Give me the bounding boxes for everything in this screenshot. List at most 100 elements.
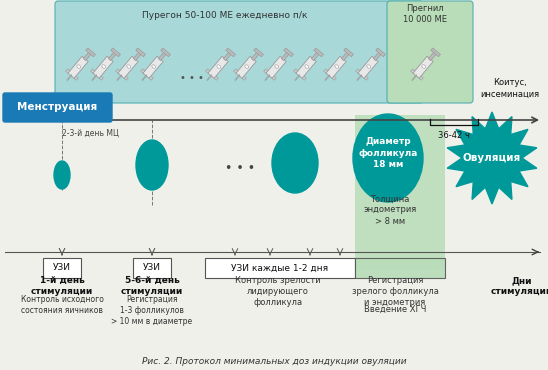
Bar	[284, 48, 293, 57]
Bar	[295, 75, 300, 81]
Bar	[376, 48, 385, 57]
Bar	[281, 52, 289, 61]
Bar	[266, 56, 286, 78]
Bar	[224, 52, 231, 61]
Text: Контроль исходного
состояния яичников: Контроль исходного состояния яичников	[21, 295, 104, 315]
Bar	[431, 48, 441, 57]
Ellipse shape	[422, 65, 426, 68]
Ellipse shape	[305, 65, 309, 68]
Bar	[99, 76, 103, 80]
Bar	[235, 75, 240, 81]
Bar	[324, 69, 328, 73]
Bar	[133, 52, 141, 61]
Ellipse shape	[272, 133, 318, 193]
Bar	[109, 52, 116, 61]
Bar	[314, 48, 323, 57]
Bar	[341, 52, 350, 61]
Bar	[133, 258, 171, 278]
Bar	[66, 69, 70, 73]
Text: 2-3-й день МЦ: 2-3-й день МЦ	[62, 129, 119, 138]
Bar	[355, 115, 445, 270]
Text: • • •: • • •	[225, 161, 255, 175]
Bar	[111, 48, 121, 57]
Text: УЗИ: УЗИ	[143, 263, 161, 272]
Text: 1-й день
стимуляции: 1-й день стимуляции	[31, 276, 93, 296]
Bar	[74, 76, 78, 80]
Polygon shape	[447, 112, 537, 204]
Ellipse shape	[335, 65, 339, 68]
Bar	[302, 76, 306, 80]
Bar	[149, 76, 153, 80]
Text: Регистрация
1-3 фолликулов
> 10 мм в диаметре: Регистрация 1-3 фолликулов > 10 мм в диа…	[111, 295, 192, 326]
Bar	[233, 69, 238, 73]
Bar	[364, 76, 368, 80]
Ellipse shape	[367, 65, 370, 68]
Bar	[124, 76, 128, 80]
Bar	[141, 69, 145, 73]
Bar	[358, 56, 378, 78]
Ellipse shape	[353, 114, 423, 202]
Bar	[93, 56, 113, 78]
Bar	[357, 75, 362, 81]
Bar	[344, 48, 353, 57]
Ellipse shape	[275, 65, 278, 68]
Bar	[90, 69, 95, 73]
Text: Толщина
эндометрия
> 8 мм: Толщина эндометрия > 8 мм	[363, 194, 416, 226]
FancyBboxPatch shape	[3, 93, 112, 122]
Bar	[265, 75, 270, 81]
Text: 5-6-й день
стимуляции: 5-6-й день стимуляции	[121, 276, 183, 296]
Bar	[67, 75, 72, 81]
Text: Пурегон 50-100 МЕ ежедневно п/к: Пурегон 50-100 МЕ ежедневно п/к	[142, 11, 307, 20]
Ellipse shape	[102, 65, 106, 68]
Bar	[254, 48, 264, 57]
Bar	[356, 69, 360, 73]
Text: УЗИ каждые 1-2 дня: УЗИ каждые 1-2 дня	[231, 263, 329, 272]
Bar	[412, 75, 417, 81]
Bar	[236, 56, 256, 78]
Bar	[92, 75, 97, 81]
Text: • • •: • • •	[180, 73, 204, 83]
Bar	[142, 75, 147, 81]
Bar	[161, 48, 170, 57]
Bar	[118, 56, 138, 78]
Text: Диаметр
фолликула
18 мм: Диаметр фолликула 18 мм	[358, 137, 418, 169]
Ellipse shape	[245, 65, 249, 68]
Text: Прегнил
10 000 МЕ: Прегнил 10 000 МЕ	[403, 4, 447, 24]
Bar	[272, 76, 276, 80]
FancyBboxPatch shape	[55, 1, 423, 103]
Bar	[296, 56, 316, 78]
Bar	[68, 56, 88, 78]
Bar	[117, 75, 122, 81]
Bar	[116, 69, 120, 73]
Text: УЗИ: УЗИ	[53, 263, 71, 272]
Bar	[43, 258, 81, 278]
Bar	[86, 48, 95, 57]
Text: Менструация: Менструация	[17, 102, 97, 112]
Text: Дни
стимуляции: Дни стимуляции	[491, 276, 548, 296]
Bar	[355, 258, 445, 278]
Ellipse shape	[136, 140, 168, 190]
Bar	[373, 52, 381, 61]
Text: Контроль зрелости
лидирующего
фолликула: Контроль зрелости лидирующего фолликула	[235, 276, 321, 307]
Bar	[419, 76, 423, 80]
Bar	[83, 52, 92, 61]
Bar	[207, 75, 212, 81]
Text: 36-42 ч: 36-42 ч	[438, 131, 470, 141]
Bar	[206, 69, 210, 73]
Bar	[413, 56, 433, 78]
Bar	[242, 76, 246, 80]
Bar	[226, 48, 236, 57]
Bar	[294, 69, 298, 73]
Ellipse shape	[217, 65, 220, 68]
Bar	[326, 56, 346, 78]
Ellipse shape	[54, 161, 70, 189]
Text: Регистрация
зрелого фолликула
и эндометрия: Регистрация зрелого фолликула и эндометр…	[352, 276, 438, 307]
Text: Рис. 2. Протокол минимальных доз индукции овуляции: Рис. 2. Протокол минимальных доз индукци…	[142, 357, 406, 367]
Bar	[252, 52, 259, 61]
Text: Коитус,
инсеминация: Коитус, инсеминация	[481, 78, 540, 98]
Ellipse shape	[77, 65, 81, 68]
Bar	[429, 52, 436, 61]
Bar	[214, 76, 218, 80]
Bar	[332, 76, 336, 80]
Ellipse shape	[127, 65, 130, 68]
